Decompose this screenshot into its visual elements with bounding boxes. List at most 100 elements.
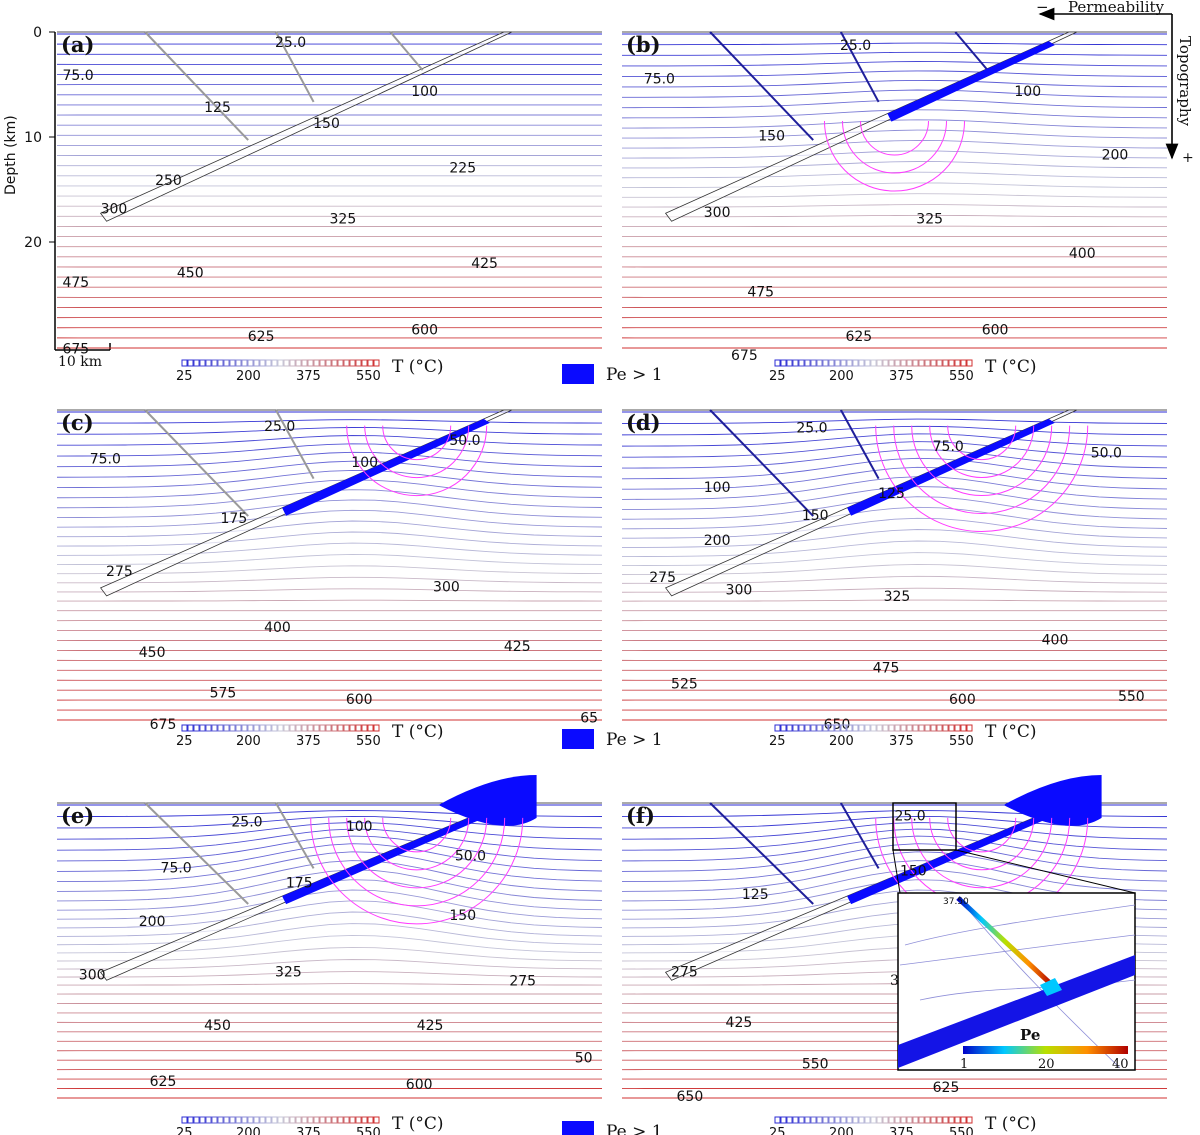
colorbar-title: T (°C) bbox=[392, 722, 444, 742]
temperature-colorbar: 25 200 375 550 T (°C) bbox=[176, 722, 444, 749]
isotherm-line bbox=[622, 441, 1167, 458]
isotherm-line bbox=[622, 529, 1167, 548]
secondary-fault bbox=[709, 31, 814, 141]
isotherm-line bbox=[622, 171, 1167, 179]
colorbar-tick: 375 bbox=[296, 369, 321, 384]
isotherm-line bbox=[57, 542, 602, 556]
isotherm-line bbox=[57, 509, 602, 528]
isotherm-label: 50 bbox=[575, 1050, 593, 1066]
depth-axis-label: Depth (km) bbox=[3, 115, 19, 195]
isotherm-label: 25.0 bbox=[796, 420, 827, 436]
isotherm-line bbox=[57, 983, 602, 986]
pe-zone bbox=[847, 811, 1055, 905]
isotherm-line bbox=[57, 451, 602, 468]
panel-d: (d) 25.0 75.0 50.0 100 125 150 200 275 300 325 400 4… bbox=[622, 409, 1167, 733]
inset-fault-zone bbox=[898, 955, 1135, 1068]
isotherm-label: 200 bbox=[704, 533, 731, 549]
isotherm-label: 475 bbox=[873, 661, 900, 677]
isotherm-label: 150 bbox=[449, 908, 476, 924]
isotherm-line bbox=[57, 588, 602, 593]
pe-legend-label: Pe > 1 bbox=[606, 730, 663, 750]
streamline bbox=[947, 817, 1017, 853]
isotherm-label: 125 bbox=[742, 887, 769, 903]
streamline bbox=[842, 121, 947, 174]
colorbar-tick: 25 bbox=[176, 369, 193, 384]
isotherm-label: 300 bbox=[79, 967, 106, 983]
isotherm-label: 50.0 bbox=[1091, 445, 1122, 461]
isotherm-line bbox=[57, 599, 602, 602]
colorbar-tick: 375 bbox=[889, 369, 914, 384]
isotherm-label: 100 bbox=[411, 84, 438, 100]
isotherm-label: 475 bbox=[747, 284, 774, 300]
isotherm-label: 600 bbox=[346, 692, 373, 708]
isotherm-line bbox=[57, 911, 602, 937]
isotherm-label: 275 bbox=[671, 964, 698, 980]
isotherm-label: 325 bbox=[884, 589, 911, 605]
secondary-fault bbox=[144, 802, 249, 905]
isotherm-line bbox=[622, 599, 1167, 602]
isotherm-line bbox=[622, 517, 1167, 539]
colorbar-tick: 200 bbox=[236, 734, 261, 749]
isotherm-line bbox=[622, 815, 1167, 829]
isotherm-label: 425 bbox=[504, 639, 531, 655]
colorbar-tick: 550 bbox=[356, 369, 381, 384]
isotherm-line bbox=[622, 70, 1167, 77]
temperature-colorbar: 25 200 375 550 T (°C) bbox=[176, 357, 444, 384]
isotherm-label: 75.0 bbox=[161, 860, 192, 876]
colorbar-tick: 25 bbox=[769, 369, 786, 384]
colorbar-title: T (°C) bbox=[985, 357, 1037, 377]
isotherm-label: 675 bbox=[150, 717, 177, 733]
isotherm-line bbox=[622, 575, 1167, 584]
isotherm-label: 550 bbox=[1118, 689, 1145, 705]
isotherm-label: 625 bbox=[150, 1074, 177, 1090]
isotherm-label: 300 bbox=[704, 205, 731, 221]
isotherm-line bbox=[57, 860, 602, 892]
streamline bbox=[382, 425, 452, 461]
isotherm-line bbox=[622, 476, 1167, 500]
depth-axis: 0 10 20 Depth (km) 10 km bbox=[3, 25, 111, 370]
isotherm-line bbox=[622, 496, 1167, 520]
isotherm-line bbox=[622, 79, 1167, 88]
isotherm-label: 675 bbox=[731, 348, 758, 364]
isotherm-line bbox=[622, 61, 1167, 67]
temperature-colorbar: 25 200 375 550 T (°C) bbox=[769, 357, 1037, 384]
streamline bbox=[947, 425, 1017, 461]
isotherm-label: 425 bbox=[471, 256, 498, 272]
isotherm-label: 400 bbox=[1069, 246, 1096, 262]
isotherm-line bbox=[622, 851, 1167, 883]
isotherm-line bbox=[57, 815, 602, 829]
isotherm-line bbox=[622, 42, 1167, 46]
isotherm-line bbox=[622, 119, 1167, 129]
isotherm-label: 100 bbox=[1014, 84, 1041, 100]
isotherm-label: 525 bbox=[671, 676, 698, 692]
inset-zoom: 37.50 3 Pe 1 20 40 bbox=[890, 802, 1136, 1072]
isotherm-label: 425 bbox=[726, 1015, 753, 1031]
isotherm-line bbox=[57, 427, 602, 435]
isotherm-label: 25.0 bbox=[895, 808, 926, 824]
isotherm-line bbox=[622, 418, 1167, 424]
streamline bbox=[911, 425, 1053, 497]
isotherm-line bbox=[622, 425, 1167, 436]
isotherm-line bbox=[57, 959, 602, 970]
isotherm-label: 600 bbox=[949, 692, 976, 708]
isotherm-line bbox=[57, 851, 602, 883]
isotherm-label: 25.0 bbox=[231, 814, 262, 830]
isotherm-line bbox=[622, 466, 1167, 490]
colorbar-tick: 25 bbox=[176, 1126, 193, 1135]
isotherm-label: 25.0 bbox=[264, 419, 295, 435]
isotherm-label: 100 bbox=[351, 455, 378, 471]
secondary-fault bbox=[275, 31, 315, 103]
isotherm-label: 75.0 bbox=[90, 452, 121, 468]
isotherm-label: 325 bbox=[330, 211, 357, 227]
streamline bbox=[893, 425, 1071, 515]
isotherm-label: 150 bbox=[758, 129, 785, 145]
pe-lens bbox=[1003, 775, 1102, 826]
colorbar-tick: 200 bbox=[236, 1126, 261, 1135]
colorbar-tick: 375 bbox=[296, 734, 321, 749]
secondary-fault bbox=[840, 31, 880, 103]
isotherm-line bbox=[57, 553, 602, 566]
isotherm-line bbox=[57, 835, 602, 862]
depth-tick-20: 20 bbox=[24, 235, 42, 251]
isotherm-label: 125 bbox=[204, 100, 231, 116]
panel-label: (e) bbox=[61, 803, 94, 828]
